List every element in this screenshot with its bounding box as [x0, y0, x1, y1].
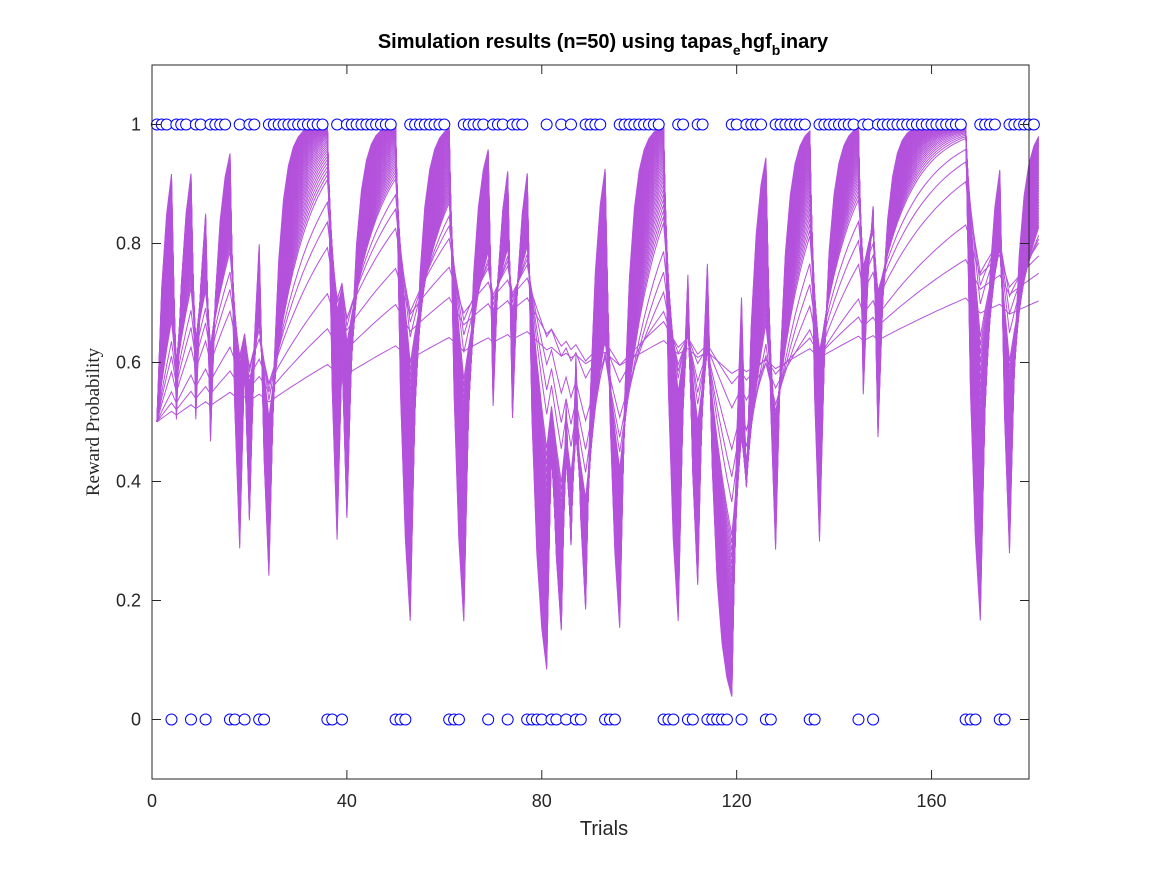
plot-area — [150, 118, 1040, 726]
outcome-marker — [336, 713, 349, 726]
outcome-marker — [399, 713, 412, 726]
outcome-marker — [165, 713, 178, 726]
y-tick-label: 0.2 — [116, 591, 141, 611]
outcome-marker — [258, 713, 271, 726]
outcome-marker — [755, 118, 768, 131]
outcome-marker — [594, 118, 607, 131]
outcome-markers — [150, 118, 1040, 726]
outcome-marker — [501, 713, 514, 726]
y-axis-ticks: 0 0.2 0.4 0.6 0.8 1 — [116, 115, 1029, 730]
outcome-marker — [565, 118, 578, 131]
simulation-line — [156, 124, 1040, 697]
x-tick-label: 160 — [917, 791, 947, 811]
outcome-marker — [686, 713, 699, 726]
outcome-marker — [652, 118, 665, 131]
outcome-marker — [764, 713, 777, 726]
simulation-lines — [156, 123, 1040, 697]
outcome-marker — [954, 118, 967, 131]
x-axis-ticks: 0 40 80 120 160 — [147, 65, 947, 811]
outcome-marker — [482, 713, 495, 726]
y-axis-label: Reward Probability — [83, 347, 104, 496]
outcome-marker — [852, 713, 865, 726]
y-tick-label: 0.4 — [116, 472, 141, 492]
outcome-marker — [608, 713, 621, 726]
outcome-marker — [540, 118, 553, 131]
outcome-marker — [438, 118, 451, 131]
outcome-marker — [384, 118, 397, 131]
outcome-marker — [184, 713, 197, 726]
outcome-marker — [219, 118, 232, 131]
outcome-marker — [677, 118, 690, 131]
outcome-marker — [696, 118, 709, 131]
outcome-marker — [988, 118, 1001, 131]
y-tick-label: 0.6 — [116, 353, 141, 373]
x-tick-label: 120 — [722, 791, 752, 811]
outcome-marker — [1027, 118, 1040, 131]
outcome-marker — [574, 713, 587, 726]
outcome-marker — [720, 713, 733, 726]
x-axis-label: Trials — [580, 818, 628, 840]
chart-title: Simulation results (n=50) using tapasehg… — [378, 31, 829, 58]
outcome-marker — [969, 713, 982, 726]
outcome-marker — [867, 713, 880, 726]
outcome-marker — [798, 118, 811, 131]
outcome-marker — [199, 713, 212, 726]
x-tick-label: 0 — [147, 791, 157, 811]
outcome-marker — [998, 713, 1011, 726]
outcome-marker — [452, 713, 465, 726]
outcome-marker — [248, 118, 261, 131]
x-tick-label: 40 — [337, 791, 357, 811]
outcome-marker — [238, 713, 251, 726]
y-tick-label: 1 — [131, 115, 141, 135]
axes-box — [151, 64, 1030, 780]
outcome-marker — [516, 118, 529, 131]
outcome-marker — [667, 713, 680, 726]
outcome-marker — [808, 713, 821, 726]
y-tick-label: 0.8 — [116, 234, 141, 254]
x-tick-label: 80 — [532, 791, 552, 811]
y-tick-label: 0 — [131, 710, 141, 730]
outcome-marker — [316, 118, 329, 131]
outcome-marker — [735, 713, 748, 726]
